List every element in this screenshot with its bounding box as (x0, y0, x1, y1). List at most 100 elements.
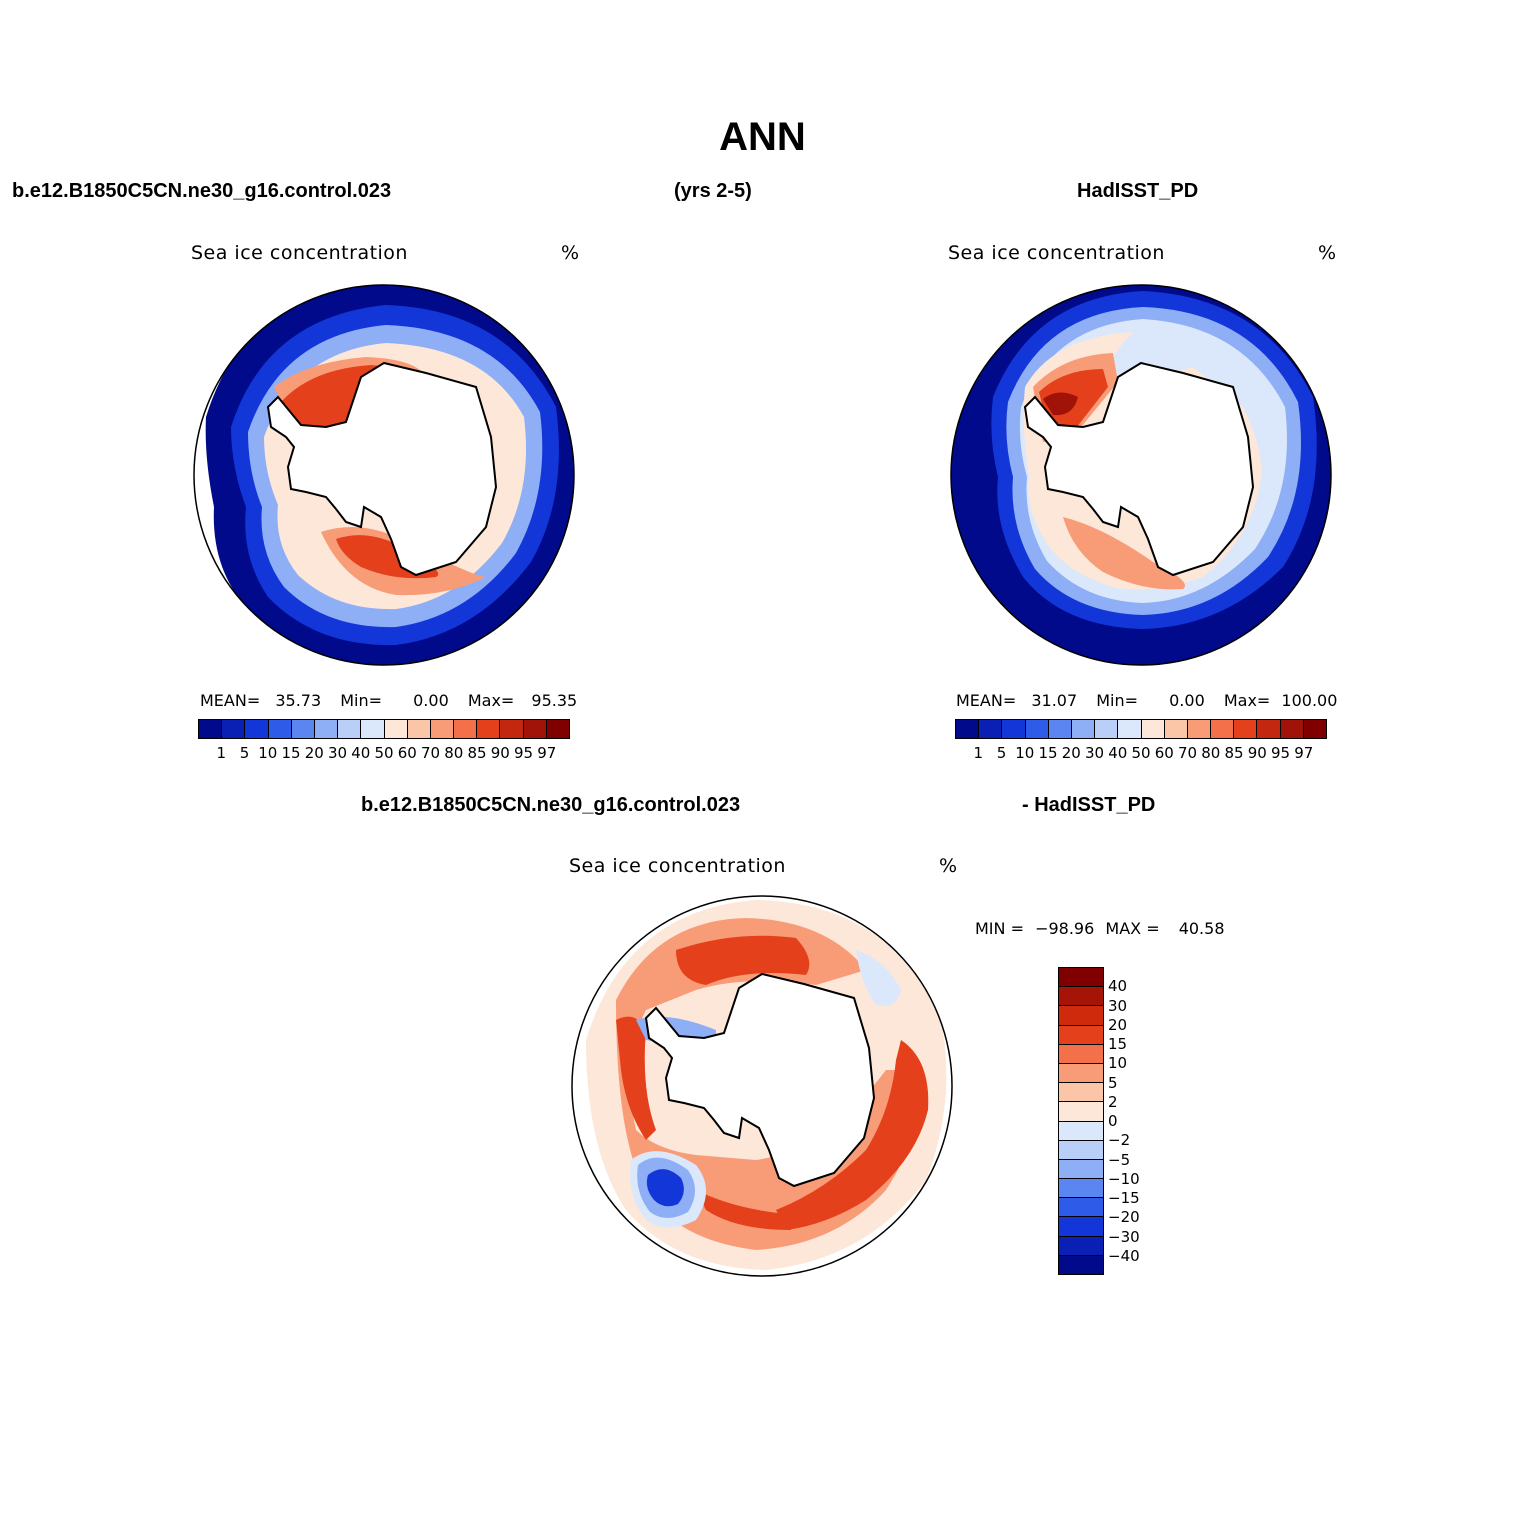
colorbar-tick-label: −5 (1108, 1150, 1131, 1169)
colorbar-tick-label: 1 (973, 744, 984, 762)
colorbar-swatch (1059, 1236, 1103, 1256)
colorbar-swatch (1234, 720, 1258, 738)
panel2-units: % (1318, 242, 1337, 264)
colorbar-swatch (1164, 720, 1188, 738)
colorbar-tick-label: 0 (1108, 1112, 1118, 1130)
panel2-map-border (950, 284, 1332, 666)
colorbar-swatch (1071, 720, 1096, 738)
colorbar-tick-label: 95 (1270, 744, 1291, 762)
colorbar-tick-label: 90 (490, 744, 510, 762)
panel2-colorbar (955, 719, 1327, 739)
colorbar-tick-label: 97 (1294, 744, 1314, 762)
panel3-map-border (571, 895, 953, 1277)
colorbar-swatch (956, 720, 980, 738)
panel3-min-label: MIN = (975, 919, 1024, 938)
colorbar-swatch (199, 720, 223, 738)
panel3-colorbar-ticks: 40 30 20 15 10 5 2 0 −2 −5 −10 −15 −20 −30 −40 (1108, 967, 1168, 1275)
panel3-min-value: −98.96 (1035, 919, 1095, 938)
colorbar-tick-label: 70 (420, 744, 441, 762)
colorbar-tick-label: 1 (216, 744, 227, 762)
colorbar-swatch (338, 720, 362, 738)
panel1-max-label: Max= (467, 691, 515, 710)
colorbar-swatch (1095, 720, 1119, 738)
panel1-colorbar-ticks: 1 5 10 15 20 30 40 50 60 70 80 85 90 95 97 (198, 744, 570, 764)
colorbar-tick-label: −10 (1108, 1169, 1140, 1188)
colorbar-swatch (454, 720, 478, 738)
colorbar-tick-label: 5 (996, 744, 1007, 762)
colorbar-tick-label: −30 (1108, 1227, 1140, 1246)
colorbar-tick-label: 80 (444, 744, 464, 762)
panel2-min-value: 0.00 (1169, 691, 1205, 710)
colorbar-swatch (1025, 720, 1049, 738)
colorbar-tick-label: 10 (258, 744, 278, 762)
colorbar-swatch (1211, 720, 1235, 738)
panel1-colorbar (198, 719, 570, 739)
colorbar-tick-label: 80 (1201, 744, 1221, 762)
colorbar-swatch (1059, 1198, 1103, 1218)
colorbar-swatch (1048, 720, 1072, 738)
colorbar-swatch (1059, 1102, 1103, 1122)
diff-header-model-case: b.e12.B1850C5CN.ne30_g16.control.023 (361, 794, 741, 816)
header-years: (yrs 2-5) (674, 180, 752, 202)
panel1-map-border (193, 284, 575, 666)
colorbar-swatch (1059, 1121, 1103, 1141)
colorbar-swatch (291, 720, 315, 738)
colorbar-tick-label: −40 (1108, 1246, 1140, 1265)
colorbar-swatch (1059, 1063, 1103, 1084)
colorbar-tick-label: 90 (1247, 744, 1267, 762)
panel3-units: % (939, 855, 958, 877)
colorbar-swatch (1118, 720, 1142, 738)
colorbar-tick-label: 15 (1038, 744, 1058, 762)
panel3-stats: MIN = −98.96 MAX = 40.58 (975, 919, 1225, 938)
colorbar-swatch (1059, 1255, 1103, 1274)
colorbar-tick-label: 20 (1108, 1015, 1128, 1034)
panel1-contours (194, 285, 574, 665)
panel2-colorbar-ticks: 1 5 10 15 20 30 40 50 60 70 80 85 90 95 97 (955, 744, 1327, 764)
colorbar-tick-label: 10 (1015, 744, 1035, 762)
colorbar-tick-label: 20 (1061, 744, 1081, 762)
panel1-map (193, 284, 575, 666)
colorbar-tick-label: 50 (1131, 744, 1151, 762)
header-model-case: b.e12.B1850C5CN.ne30_g16.control.023 (12, 180, 392, 202)
panel2-map (950, 284, 1332, 666)
panel2-max-value: 100.00 (1281, 691, 1338, 710)
colorbar-tick-label: −2 (1108, 1131, 1131, 1150)
colorbar-swatch (384, 720, 408, 738)
colorbar-tick-label: 30 (327, 744, 348, 762)
colorbar-swatch (268, 720, 292, 738)
panel2-variable-title: Sea ice concentration (948, 242, 1165, 264)
colorbar-swatch (1059, 1083, 1103, 1103)
colorbar-swatch (500, 720, 524, 738)
panel3-colorbar (1058, 967, 1104, 1275)
colorbar-swatch (1059, 1217, 1103, 1237)
panel1-variable-title: Sea ice concentration (191, 242, 408, 264)
colorbar-tick-label: 10 (1108, 1054, 1128, 1073)
colorbar-tick-label: 5 (1108, 1073, 1118, 1092)
colorbar-swatch (1280, 720, 1304, 738)
colorbar-swatch (1059, 1140, 1103, 1160)
colorbar-tick-label: 70 (1177, 744, 1198, 762)
colorbar-swatch (477, 720, 501, 738)
panel1-units: % (561, 242, 580, 264)
panel2-mean-label: MEAN= (956, 691, 1017, 710)
panel2-min-label: Min= (1096, 691, 1139, 710)
panel1-max-value: 95.35 (531, 691, 578, 710)
panel3-max-value: 40.58 (1178, 919, 1225, 938)
colorbar-swatch (1002, 720, 1026, 738)
colorbar-tick-label: 97 (537, 744, 557, 762)
panel3-variable-title: Sea ice concentration (569, 855, 786, 877)
colorbar-tick-label: 15 (1108, 1035, 1128, 1053)
colorbar-swatch (1187, 720, 1212, 738)
colorbar-swatch (222, 720, 246, 738)
colorbar-swatch (1141, 720, 1165, 738)
diff-header-obs: - HadISST_PD (1022, 794, 1156, 816)
colorbar-tick-label: −20 (1108, 1208, 1140, 1227)
panel3-contours (572, 896, 952, 1276)
panel2-mean-value: 31.07 (1031, 691, 1078, 710)
colorbar-tick-label: 40 (1108, 977, 1128, 996)
colorbar-tick-label: 15 (281, 744, 301, 762)
panel1-mean-label: MEAN= (200, 691, 261, 710)
colorbar-swatch (979, 720, 1003, 738)
panel1-min-label: Min= (340, 691, 383, 710)
colorbar-swatch (1059, 1159, 1103, 1180)
